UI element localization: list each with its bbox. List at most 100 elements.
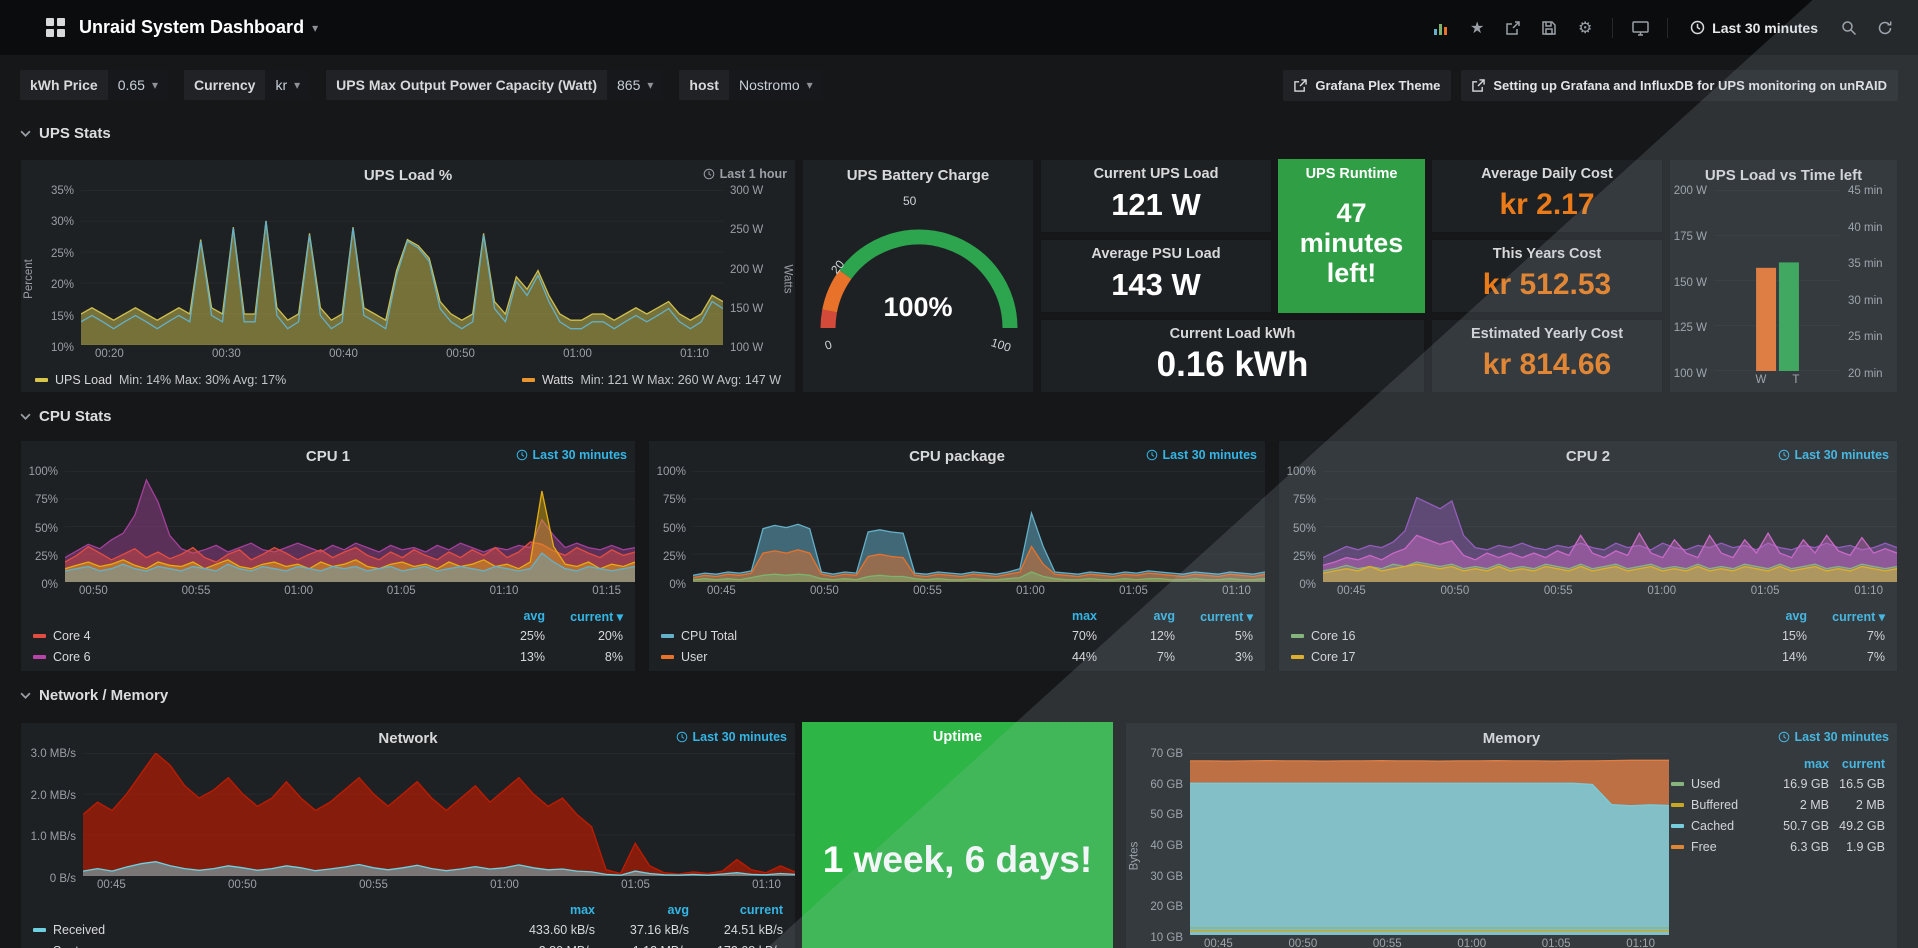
caret-down-icon: ▾	[647, 78, 654, 92]
panel-title[interactable]: Memory	[1482, 729, 1541, 747]
star-icon[interactable]: ★	[1470, 19, 1485, 37]
legend-series-toggle[interactable]: Buffered	[1671, 798, 1773, 812]
panel-title[interactable]: UPS Battery Charge	[846, 166, 990, 184]
legend-column-header[interactable]: max	[569, 903, 595, 917]
axis-tick: 00:45	[97, 879, 126, 891]
add-panel-icon[interactable]	[1426, 13, 1456, 43]
legend-series-toggle[interactable]: Core 16	[1291, 629, 1729, 643]
cpu-package-graph[interactable]	[693, 471, 1265, 582]
ups-load-graph[interactable]	[81, 190, 723, 345]
panel-title[interactable]: CPU package	[909, 447, 1005, 465]
link-grafana-influxdb-guide[interactable]: Setting up Grafana and InfluxDB for UPS …	[1461, 69, 1898, 101]
legend-value: 20%	[597, 628, 623, 643]
stat-title[interactable]: Average PSU Load	[1091, 246, 1221, 262]
legend-column-header[interactable]: current ▾	[570, 609, 623, 624]
axis-tick: 2.0 MB/s	[30, 789, 76, 802]
panel-time-override[interactable]: Last 30 minutes	[1778, 730, 1889, 744]
stat-title[interactable]: UPS Runtime	[1305, 166, 1398, 182]
panel-time-override[interactable]: Last 30 minutes	[1146, 448, 1257, 462]
section-title: Network / Memory	[39, 686, 169, 704]
panel-title[interactable]: UPS Load vs Time left	[1704, 166, 1863, 184]
share-icon[interactable]	[1498, 13, 1528, 43]
memory-graph[interactable]	[1190, 753, 1669, 935]
clock-icon	[1146, 449, 1157, 461]
panel-title[interactable]: Network	[378, 729, 438, 747]
gear-icon[interactable]: ⚙	[1578, 19, 1593, 37]
legend-column-header[interactable]: current ▾	[1832, 609, 1885, 624]
axis-tick: W	[1755, 374, 1767, 386]
cycle-view-monitor-icon[interactable]	[1625, 13, 1655, 43]
variable-host[interactable]: host Nostromo ▾	[679, 70, 823, 100]
link-grafana-plex-theme[interactable]: Grafana Plex Theme	[1283, 69, 1452, 101]
legend-series-toggle[interactable]: Core 17	[1291, 650, 1729, 664]
external-link-icon	[1472, 78, 1486, 92]
legend-column-header[interactable]: max	[1071, 609, 1097, 623]
gauge-mid-label: 50	[903, 194, 917, 208]
panel-title[interactable]: CPU 2	[1565, 447, 1611, 465]
legend-series-toggle[interactable]: Core 6	[33, 650, 467, 664]
legend-column-header[interactable]: current	[1841, 757, 1885, 771]
axis-tick: 3.0 MB/s	[30, 748, 76, 760]
legend-column-header[interactable]: avg	[1785, 609, 1807, 623]
network-graph[interactable]	[83, 753, 795, 876]
panel-time-override[interactable]: Last 1 hour	[703, 167, 787, 181]
y-axis: 200 W 175 W 150 W 125 W 100 W	[1670, 185, 1714, 394]
legend-series-toggle[interactable]: Cached	[1671, 819, 1773, 833]
legend-series-toggle[interactable]: CPU Total	[661, 629, 1019, 643]
stat-title[interactable]: Average Daily Cost	[1481, 166, 1613, 182]
legend-row: Used 16.9 GB 16.5 GB	[1671, 773, 1885, 794]
dashboards-grid-icon[interactable]	[46, 18, 65, 37]
time-range-picker[interactable]: Last 30 minutes	[1680, 20, 1828, 36]
section-cpu-stats[interactable]: CPU Stats	[20, 405, 112, 427]
divider	[1612, 17, 1614, 38]
legend-series-toggle[interactable]: Sent	[33, 944, 501, 948]
legend-row: Cached 50.7 GB 49.2 GB	[1671, 815, 1885, 836]
axis-tick: 250 W	[730, 224, 764, 237]
legend-column-header[interactable]: avg	[523, 609, 545, 623]
legend-marker	[521, 378, 535, 382]
panel-title[interactable]: CPU 1	[305, 447, 351, 465]
legend-column-header[interactable]: current ▾	[1200, 609, 1253, 624]
stat-title[interactable]: Current UPS Load	[1093, 166, 1219, 182]
stat-title[interactable]: Uptime	[932, 729, 983, 745]
legend-series-toggle[interactable]: Free	[1671, 840, 1773, 854]
variable-kwh-price[interactable]: kWh Price 0.65 ▾	[20, 70, 168, 100]
cpu2-graph[interactable]	[1323, 471, 1897, 582]
dashboard-title-menu[interactable]: Unraid System Dashboard ▾	[79, 17, 318, 38]
y-axis-right: 300 W 250 W 200 W 150 W 100 W	[723, 185, 779, 368]
legend-column-header[interactable]: avg	[1153, 609, 1175, 623]
variable-ups-max-output[interactable]: UPS Max Output Power Capacity (Watt) 865…	[326, 70, 664, 100]
y-axis: 100% 75% 50% 25% 0%	[1279, 466, 1323, 605]
save-icon[interactable]	[1534, 13, 1564, 43]
stat-title[interactable]: Estimated Yearly Cost	[1470, 326, 1624, 342]
legend-series-toggle[interactable]: Received	[33, 923, 501, 937]
panel-time-override[interactable]: Last 30 minutes	[1778, 448, 1889, 462]
ups-load-vs-time-graph[interactable]	[1714, 190, 1841, 371]
panel-time-override[interactable]: Last 30 minutes	[676, 730, 787, 744]
legend-item[interactable]: UPS Load Min: 14% Max: 30% Avg: 17%	[35, 373, 286, 387]
panel-time-override[interactable]: Last 30 minutes	[516, 448, 627, 462]
chevron-down-icon	[20, 130, 31, 137]
zoom-out-icon[interactable]	[1834, 13, 1864, 43]
legend-series-toggle[interactable]: Core 4	[33, 629, 467, 643]
legend-item[interactable]: Watts Min: 121 W Max: 260 W Avg: 147 W	[521, 373, 781, 387]
refresh-icon[interactable]	[1870, 13, 1900, 43]
legend-column-header[interactable]: max	[1803, 757, 1829, 771]
axis-tick: 01:10	[1854, 585, 1883, 597]
stat-title[interactable]: Current Load kWh	[1169, 326, 1296, 342]
legend-column-header[interactable]: current	[739, 903, 783, 917]
axis-tick: 01:05	[386, 585, 416, 597]
section-ups-stats[interactable]: UPS Stats	[20, 122, 111, 144]
panel-cpu-1: CPU 1 Last 30 minutes 100% 75% 50% 25% 0% 00…	[20, 440, 636, 672]
stat-title[interactable]: This Years Cost	[1492, 246, 1602, 262]
axis-tick: 00:50	[228, 879, 257, 891]
legend-series-toggle[interactable]: User	[661, 650, 1019, 664]
dashboard-title[interactable]: Unraid System Dashboard	[79, 17, 305, 37]
variable-currency[interactable]: Currency kr ▾	[183, 70, 311, 100]
cpu1-graph[interactable]	[65, 471, 635, 582]
legend-series-toggle[interactable]: Used	[1671, 777, 1773, 791]
legend-column-header[interactable]: avg	[667, 903, 689, 917]
stat-value: 1 week, 6 days!	[822, 839, 1093, 880]
panel-title[interactable]: UPS Load %	[363, 166, 453, 184]
section-network-memory[interactable]: Network / Memory	[20, 684, 168, 706]
